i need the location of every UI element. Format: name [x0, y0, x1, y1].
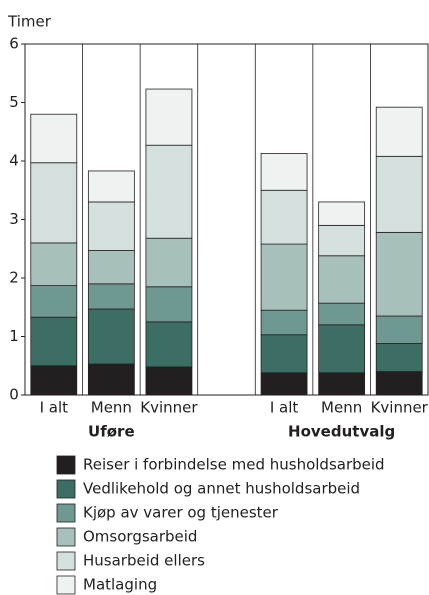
- group-label: Hovedutvalg: [288, 423, 395, 441]
- legend-label: Reiser i forbindelse med husholdsarbeid: [83, 456, 385, 474]
- bar-segment: [375, 371, 423, 396]
- bar-segment: [375, 155, 423, 233]
- bar-segment: [30, 365, 78, 396]
- y-axis-label: Timer: [7, 13, 52, 31]
- bar-segment: [375, 343, 423, 372]
- bar-segment: [375, 106, 423, 157]
- y-tick-label: 6: [9, 35, 19, 53]
- bar-segment: [375, 315, 423, 344]
- bar-segment: [260, 334, 308, 374]
- y-tick-label: 0: [9, 386, 19, 404]
- y-tick-label: 4: [9, 152, 19, 170]
- y-tick-label: 1: [9, 327, 19, 345]
- bar-segment: [145, 88, 193, 146]
- legend-swatch: [56, 503, 76, 523]
- bar-segment: [30, 113, 78, 164]
- bar-segment: [318, 224, 366, 257]
- bar-segment: [30, 242, 78, 287]
- bar-segment: [145, 286, 193, 323]
- bar-segment: [145, 144, 193, 239]
- bar-segment: [260, 189, 308, 245]
- bar-segment: [30, 162, 78, 244]
- bar-segment: [87, 283, 135, 310]
- bar-segment: [87, 170, 135, 203]
- y-tick-label: 5: [9, 93, 19, 111]
- legend-label: Omsorgsarbeid: [83, 528, 197, 546]
- bar-segment: [318, 372, 366, 396]
- x-tick-label: I alt: [40, 399, 69, 417]
- legend-swatch: [56, 527, 76, 547]
- x-tick-label: Menn: [91, 399, 132, 417]
- bar-segment: [260, 309, 308, 336]
- y-tick-label: 3: [9, 210, 19, 228]
- bar-segment: [87, 363, 135, 396]
- plot-frame: [24, 43, 429, 396]
- legend-label: Kjøp av varer og tjenester: [83, 504, 279, 522]
- x-tick-label: I alt: [270, 399, 299, 417]
- bar-segment: [30, 316, 78, 367]
- y-tick-label: 2: [9, 269, 19, 287]
- group-label: Uføre: [88, 423, 135, 441]
- bar-segment: [145, 321, 193, 368]
- legend-swatch: [56, 575, 76, 595]
- bar-segment: [318, 324, 366, 374]
- bar-segment: [375, 231, 423, 317]
- bar-segment: [30, 285, 78, 318]
- legend-swatch: [56, 479, 76, 499]
- bar-segment: [87, 201, 135, 251]
- legend-label: Matlaging: [83, 576, 157, 594]
- bar-segment: [145, 237, 193, 288]
- legend-label: Husarbeid ellers: [83, 552, 205, 570]
- bar-segment: [87, 250, 135, 285]
- legend-swatch: [56, 455, 76, 475]
- legend-swatch: [56, 551, 76, 571]
- bar-segment: [260, 243, 308, 311]
- bar-segment: [87, 308, 135, 365]
- bar-segment: [318, 255, 366, 304]
- bar-segment: [318, 302, 366, 326]
- x-tick-label: Menn: [321, 399, 362, 417]
- x-tick-label: Kvinner: [371, 399, 429, 417]
- legend-label: Vedlikehold og annet husholdsarbeid: [83, 480, 360, 498]
- bar-segment: [260, 152, 308, 191]
- x-tick-label: Kvinner: [140, 399, 198, 417]
- bar-segment: [318, 201, 366, 226]
- bar-segment: [260, 372, 308, 396]
- bar-segment: [145, 366, 193, 396]
